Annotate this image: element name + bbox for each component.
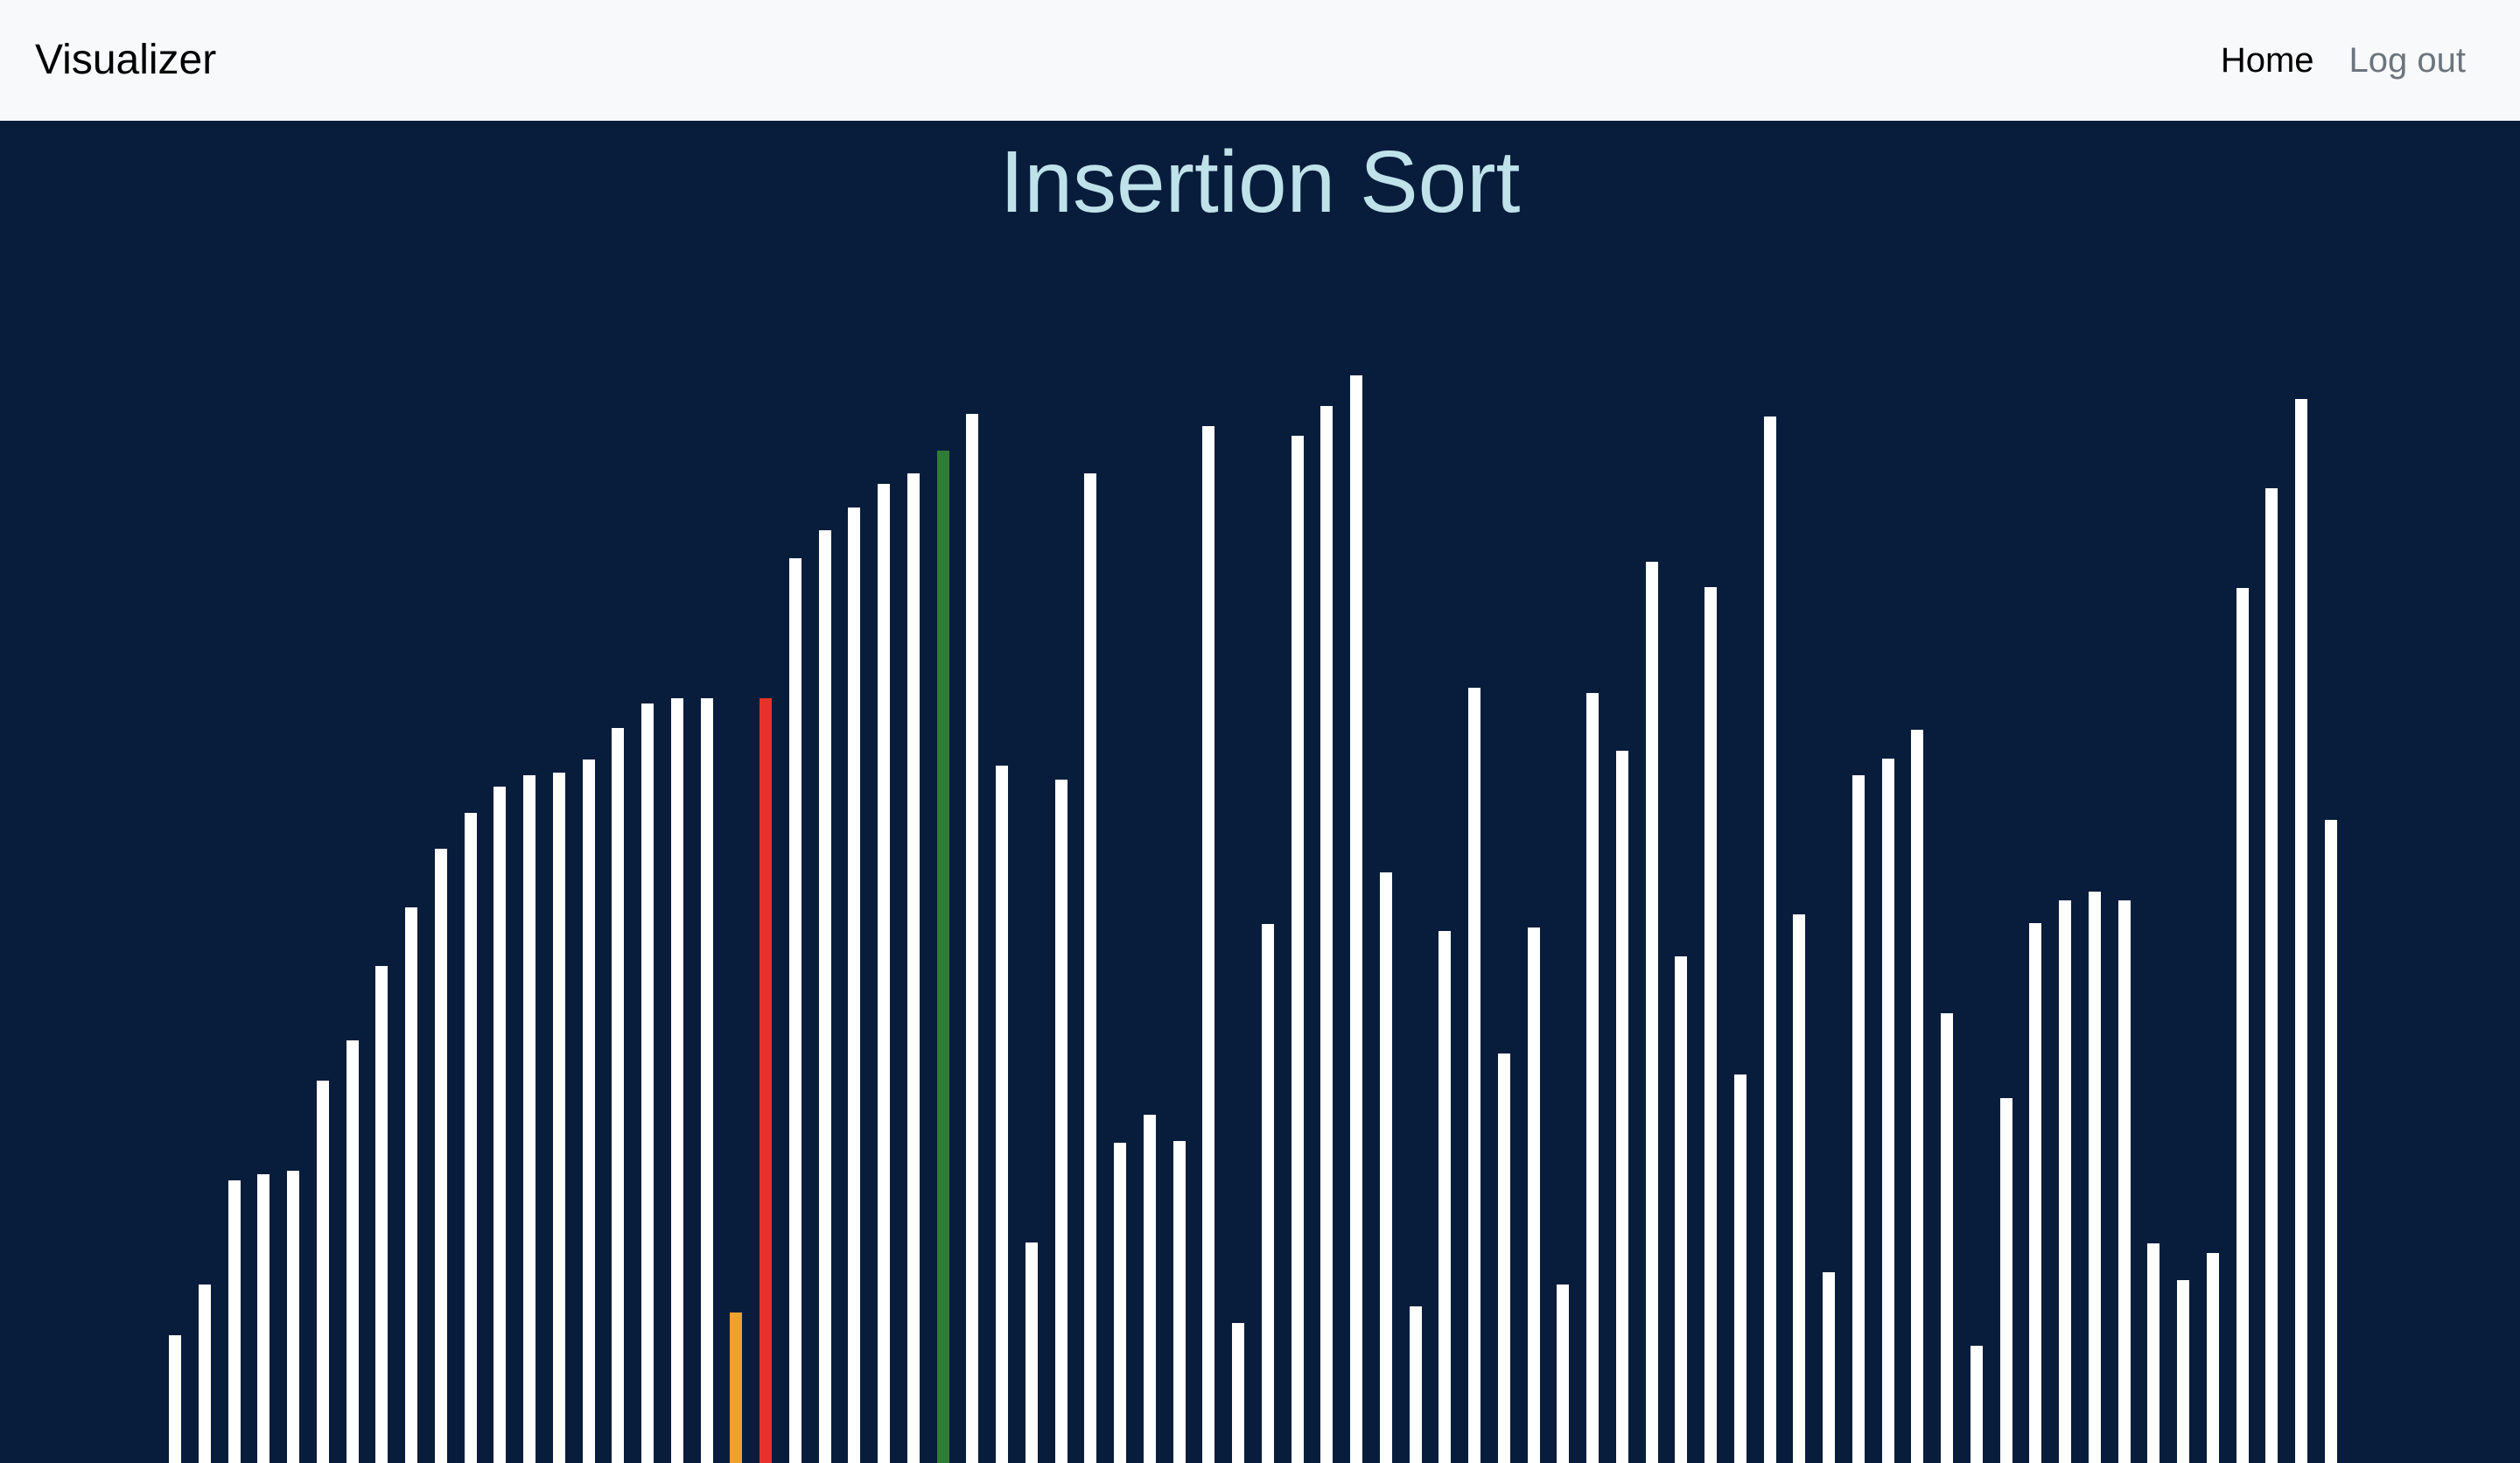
- array-bar: [375, 966, 388, 1463]
- array-bar: [2088, 892, 2101, 1463]
- array-bar: [1527, 928, 1540, 1463]
- array-bar: [1409, 1306, 1422, 1463]
- array-bar: [1438, 931, 1452, 1463]
- array-bar: [612, 728, 625, 1463]
- array-bar: [966, 414, 979, 1463]
- array-bar: [1999, 1098, 2012, 1463]
- array-bar: [2265, 488, 2278, 1463]
- array-bar: [2324, 820, 2337, 1463]
- nav-home-link[interactable]: Home: [2220, 41, 2314, 80]
- array-bar: [1852, 775, 1865, 1463]
- array-bar: [1881, 759, 1894, 1463]
- array-bar: [936, 451, 949, 1463]
- array-bar: [523, 775, 536, 1463]
- array-bar: [552, 773, 565, 1463]
- nav-links: Home Log out: [2221, 35, 2466, 86]
- array-bar: [2206, 1253, 2219, 1463]
- array-bar: [1172, 1141, 1186, 1463]
- array-bar: [1261, 924, 1274, 1463]
- array-bar: [582, 760, 595, 1463]
- array-bar: [1557, 1284, 1570, 1463]
- array-bar: [2029, 923, 2042, 1463]
- array-bar: [1232, 1323, 1244, 1463]
- array-bar: [818, 530, 831, 1463]
- array-bar: [198, 1284, 211, 1463]
- array-bar: [878, 484, 890, 1463]
- array-bar: [1586, 693, 1599, 1463]
- array-bar: [641, 704, 654, 1463]
- array-bar: [2059, 900, 2071, 1463]
- array-bar: [494, 787, 507, 1463]
- array-bar: [1941, 1013, 1953, 1463]
- array-bar: [848, 508, 861, 1463]
- array-bar: [906, 473, 920, 1463]
- array-bar: [1202, 426, 1215, 1463]
- bar-chart: [0, 121, 2520, 1463]
- nav-logout-link[interactable]: Log out: [2348, 41, 2466, 80]
- array-bar: [405, 907, 417, 1463]
- array-bar: [1615, 751, 1628, 1463]
- navbar: Visualizer Home Log out: [0, 0, 2520, 121]
- array-bar: [2236, 588, 2249, 1463]
- array-bar: [1763, 416, 1776, 1463]
- array-bar: [760, 698, 772, 1463]
- array-bar: [1350, 375, 1362, 1463]
- array-bar: [1291, 436, 1304, 1463]
- array-bar: [434, 849, 447, 1463]
- array-bar: [1675, 956, 1688, 1463]
- array-bar: [287, 1171, 299, 1463]
- brand-logo[interactable]: Visualizer: [35, 37, 217, 83]
- array-bar: [1379, 872, 1392, 1463]
- array-bar: [228, 1180, 241, 1463]
- array-bar: [1645, 562, 1658, 1463]
- array-bar: [1143, 1115, 1156, 1463]
- array-bar: [1793, 914, 1806, 1463]
- array-bar: [1084, 473, 1097, 1463]
- array-bar: [2118, 900, 2131, 1463]
- array-bar: [1114, 1143, 1126, 1463]
- array-bar: [1320, 406, 1334, 1463]
- array-bar: [169, 1335, 181, 1463]
- array-bar: [1733, 1074, 1746, 1463]
- array-bar: [1025, 1242, 1038, 1463]
- array-bar: [1823, 1272, 1835, 1463]
- array-bar: [2147, 1243, 2160, 1463]
- array-bar: [700, 698, 713, 1463]
- array-bar: [788, 558, 802, 1463]
- array-bar: [730, 1312, 743, 1463]
- array-bar: [996, 766, 1008, 1463]
- array-bar: [1054, 780, 1068, 1463]
- array-bar: [1497, 1054, 1510, 1463]
- array-bar: [2177, 1280, 2189, 1463]
- visualizer-main: Insertion Sort: [0, 121, 2520, 1463]
- array-bar: [1911, 730, 1924, 1463]
- array-bar: [464, 813, 477, 1463]
- array-bar: [2295, 399, 2307, 1463]
- array-bar: [257, 1174, 270, 1463]
- array-bar: [316, 1081, 329, 1463]
- array-bar: [346, 1040, 359, 1463]
- array-bar: [1468, 688, 1480, 1463]
- page-title: Insertion Sort: [999, 133, 1521, 231]
- array-bar: [670, 698, 683, 1463]
- array-bar: [1970, 1346, 1983, 1463]
- array-bar: [1704, 587, 1717, 1463]
